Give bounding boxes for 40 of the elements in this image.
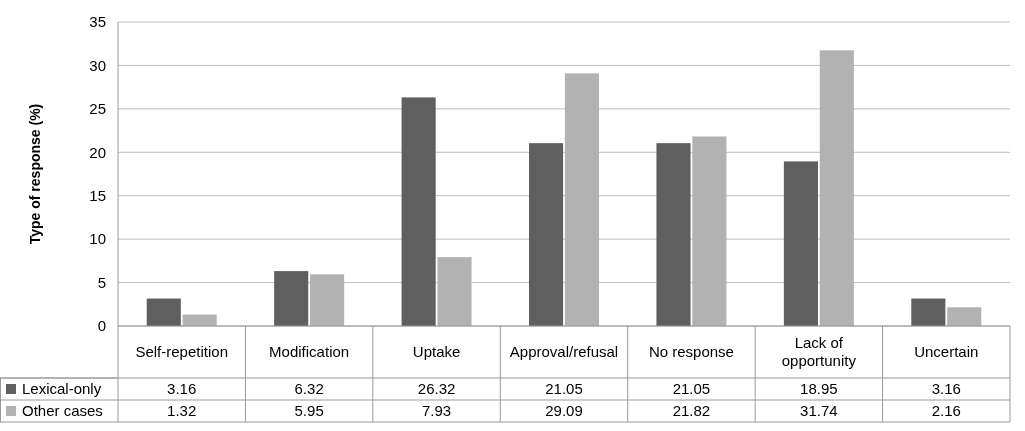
bar	[911, 298, 946, 326]
legend-label: Other cases	[22, 402, 103, 420]
data-label: 29.09	[545, 402, 583, 420]
bar	[529, 143, 564, 326]
x-tick-label: Uptake	[412, 343, 461, 361]
bar	[656, 143, 691, 326]
x-tick-label: Approval/refusal	[509, 343, 619, 361]
x-tick-label: Uncertain	[914, 343, 979, 361]
bar	[401, 97, 436, 326]
bar	[947, 307, 982, 326]
data-label: 18.95	[800, 380, 838, 398]
bar	[274, 271, 309, 326]
data-label: 3.16	[167, 380, 197, 398]
y-tick-label: 0	[97, 317, 106, 335]
data-label: 21.05	[672, 380, 711, 398]
y-axis-title: Type of response (%)	[27, 103, 43, 245]
x-tick-label: No response	[648, 343, 734, 361]
x-tick-label: Lack of opportunity	[781, 334, 857, 370]
data-label: 7.93	[421, 402, 452, 420]
y-tick-label: 35	[89, 13, 106, 31]
x-tick-label: Modification	[269, 343, 350, 361]
data-label: 3.16	[931, 380, 961, 398]
y-tick-label: 20	[89, 143, 106, 161]
y-tick-label: 25	[89, 100, 106, 118]
data-label: 21.82	[672, 402, 711, 420]
y-tick-label: 5	[97, 273, 106, 291]
y-tick-label: 30	[89, 56, 106, 74]
data-label: 26.32	[417, 380, 456, 398]
data-label: 21.05	[545, 380, 583, 398]
y-tick-label: 15	[89, 186, 106, 204]
x-tick-label: Self-repetition	[135, 343, 228, 361]
data-label: 5.95	[294, 402, 324, 420]
bar	[783, 161, 818, 326]
data-label: 6.32	[294, 380, 324, 398]
y-tick-label: 10	[89, 230, 106, 248]
bar	[146, 298, 181, 326]
data-label: 31.74	[800, 402, 838, 420]
data-label: 1.32	[167, 402, 197, 420]
legend-label: Lexical-only	[22, 380, 102, 398]
data-label: 2.16	[931, 402, 961, 420]
